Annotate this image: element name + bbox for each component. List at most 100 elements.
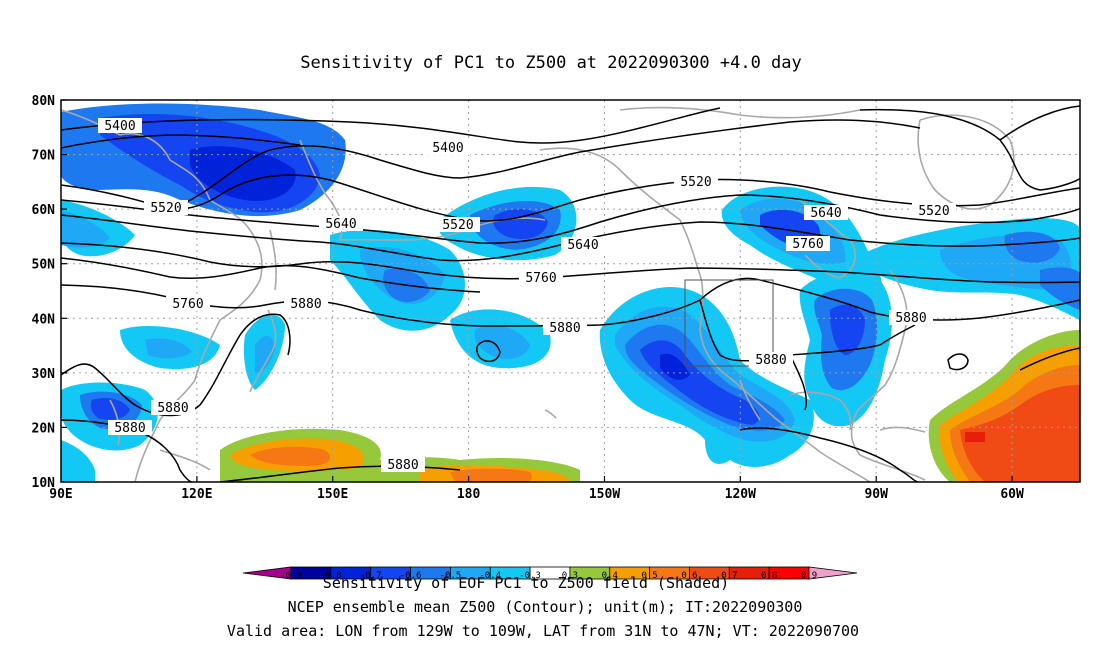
shade-sw-corner: [61, 440, 95, 482]
colorbar-swatches: [242, 566, 858, 580]
colorbar-label: 0.8: [761, 571, 777, 581]
lat-tick-label: 30N: [32, 367, 56, 382]
coast-arctic-na: [619, 106, 861, 119]
svg-text:5880: 5880: [157, 401, 188, 416]
colorbar-label: 0.4: [602, 571, 618, 581]
lon-tick-label: 150W: [589, 487, 620, 502]
svg-text:5880: 5880: [755, 353, 786, 368]
svg-text:5880: 5880: [290, 297, 321, 312]
contour-label: 5760: [519, 270, 563, 286]
contour-5400-a: [61, 107, 721, 144]
contour-label: 5880: [151, 400, 195, 416]
lat-axis: 80N 70N 60N 50N 40N 30N 20N 10N: [32, 94, 67, 491]
colorbar-label: 0.7: [721, 571, 737, 581]
contour-label: 5760: [786, 236, 830, 252]
coast-aleutians: [339, 217, 546, 241]
map-plot-area: 5400 5400 5520 5520 5520 5520 5640 5640 …: [61, 100, 1080, 482]
svg-text:5520: 5520: [680, 175, 711, 190]
coast-alaska: [539, 147, 701, 276]
coast-sea-islands: [159, 449, 211, 471]
shade-atlantic-core: [1004, 231, 1060, 263]
svg-text:5640: 5640: [567, 238, 598, 253]
colorbar-labels: -0.9 -0.8 -0.7 -0.6 -0.5 -0.4 -0.3 0.3 0.4 0.5 0.6…: [280, 571, 817, 581]
svg-text:5880: 5880: [549, 321, 580, 336]
shade-atl-positive-core: [965, 432, 985, 442]
contour-label: 5640: [804, 205, 848, 221]
lon-tick-label: 120W: [725, 487, 756, 502]
contour-5400-ridge-b: [999, 105, 1080, 141]
lon-tick-label: 60W: [1000, 487, 1024, 502]
coast-hudson: [799, 199, 856, 279]
svg-text:5400: 5400: [104, 119, 135, 134]
coast-na-west: [699, 274, 871, 482]
svg-text:5520: 5520: [918, 204, 949, 219]
svg-text:5640: 5640: [325, 217, 356, 232]
contour-5880-loop: [475, 340, 501, 363]
contour-label: 5520: [674, 174, 718, 190]
lat-tick-label: 20N: [32, 421, 56, 436]
lat-lon-grid: [61, 100, 1080, 482]
lat-tick-label: 60N: [32, 203, 56, 218]
contour-5760-b: [61, 257, 481, 293]
contour-label: 5880: [381, 457, 425, 473]
shade-siberia-deep: [190, 146, 296, 201]
positive-sensitivity-shading: [220, 330, 1080, 482]
contour-label: 5880: [749, 352, 793, 368]
contour-label: 5880: [284, 296, 328, 312]
colorbar-label: 0.3: [562, 571, 578, 581]
coast-japan: [249, 309, 277, 393]
colorbar-label: -0.8: [320, 571, 342, 581]
svg-text:5880: 5880: [895, 311, 926, 326]
contour-label: 5400: [426, 140, 470, 156]
contour-5880-f: [879, 324, 916, 346]
contour-label: 5760: [166, 296, 210, 312]
lon-tick-label: 180: [457, 487, 481, 502]
contour-5880-sub: [739, 427, 919, 482]
contour-5520-b: [61, 194, 1080, 244]
svg-text:5760: 5760: [172, 297, 203, 312]
lat-tick-label: 80N: [32, 94, 56, 109]
svg-text:5760: 5760: [525, 271, 556, 286]
lat-tick-label: 40N: [32, 312, 56, 327]
lon-tick-label: 90E: [49, 487, 72, 502]
shade-phil-sea-core: [90, 398, 130, 420]
colorbar: -0.9 -0.8 -0.7 -0.6 -0.5 -0.4 -0.3 0.3 0.4 0.5 0.6…: [242, 566, 858, 581]
lat-tick-label: 50N: [32, 258, 56, 273]
svg-text:5400: 5400: [432, 141, 463, 156]
svg-text:5880: 5880: [114, 421, 145, 436]
shade-atlantic-east: [1040, 267, 1080, 310]
contour-5400-b: [61, 134, 301, 149]
colorbar-label: 0.5: [641, 571, 657, 581]
colorbar-label: 0.6: [681, 571, 697, 581]
contour-5400-trough: [179, 119, 921, 206]
contour-5880-atl: [947, 353, 969, 371]
footer-valid-area-caption: Valid area: LON from 129W to 109W, LAT f…: [227, 622, 859, 640]
footer-shading-caption: Sensitivity of EOF PC1 to Z500 field (Sh…: [323, 574, 729, 592]
lat-tick-label: 10N: [32, 476, 56, 491]
negative-sensitivity-shading: [61, 103, 1080, 482]
contour-5880-c: [61, 419, 193, 482]
colorbar-label: -0.3: [519, 571, 541, 581]
contour-labels: 5400 5400 5520 5520 5520 5520 5640 5640 …: [98, 118, 956, 473]
shade-gulf-alaska-core: [493, 209, 548, 240]
coast-hawaii: [544, 409, 557, 419]
lon-tick-label: 120E: [181, 487, 212, 502]
contour-label: 5640: [561, 237, 605, 253]
coast-baja: [739, 379, 761, 421]
contour-label: 5880: [543, 320, 587, 336]
contour-5400-ridge: [859, 108, 1080, 191]
coast-gulf: [789, 391, 852, 431]
shade-japan-inner: [255, 335, 275, 373]
colorbar-swatch: [808, 566, 858, 580]
contour-label: 5520: [912, 203, 956, 219]
shade-subtropic-pacific-inner: [474, 325, 530, 359]
figure-title: Sensitivity of PC1 to Z500 at 2022090300…: [300, 53, 802, 73]
plot-frame: [60, 99, 1081, 483]
contour-5880-b: [61, 313, 291, 417]
contour-label: 5640: [319, 216, 363, 232]
contour-5880-atl2: [1019, 347, 1080, 371]
svg-text:5640: 5640: [810, 206, 841, 221]
shade-wpac-positive-east-dark: [450, 468, 533, 482]
colorbar-label: -0.7: [360, 571, 382, 581]
contour-label: 5880: [889, 310, 933, 326]
